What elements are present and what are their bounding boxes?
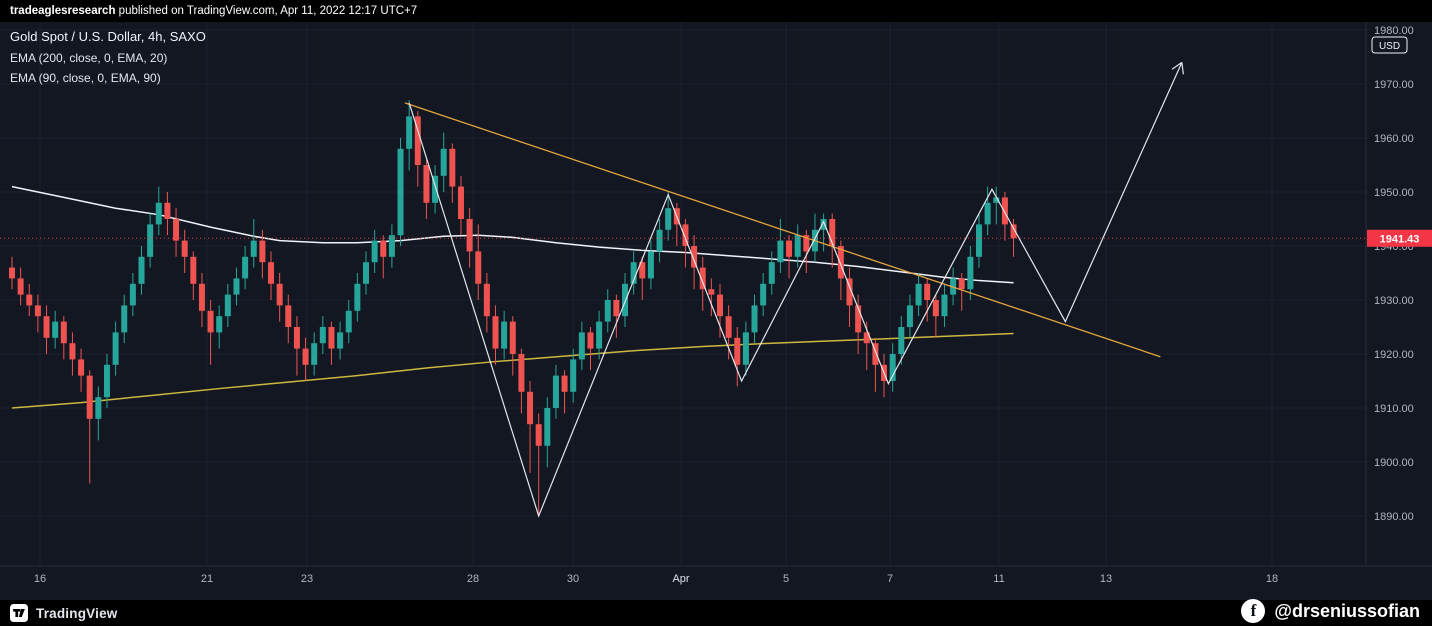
price-axis-label: 1890.00 (1374, 511, 1414, 523)
time-axis-label: 23 (301, 573, 313, 585)
price-axis-label: 1960.00 (1374, 133, 1414, 145)
time-axis-label: 11 (993, 573, 1004, 585)
arrow-head (1181, 62, 1184, 75)
time-axis-label: 13 (1100, 573, 1112, 585)
projection-zigzag[interactable] (408, 62, 1183, 518)
publisher-name: tradeaglesresearch (10, 5, 116, 17)
time-axis-label: 5 (783, 573, 789, 585)
arrow-head (1171, 61, 1183, 70)
tradingview-logo-icon[interactable] (10, 604, 28, 622)
currency-badge-label: USD (1379, 41, 1400, 52)
price-axis-label: 1980.00 (1374, 25, 1414, 37)
price-axis[interactable]: 1980.001970.001960.001950.001940.001930.… (1374, 25, 1414, 523)
time-axis-label: 7 (887, 573, 893, 585)
tradingview-brand[interactable]: TradingView (36, 605, 118, 621)
indicator-ema200[interactable]: EMA (200, close, 0, EMA, 20) (10, 51, 168, 65)
time-axis-label: Apr (672, 573, 689, 585)
price-axis-label: 1910.00 (1374, 403, 1414, 415)
time-axis-label: 30 (567, 573, 579, 585)
price-axis-label: 1970.00 (1374, 79, 1414, 91)
price-axis-label: 1930.00 (1374, 295, 1414, 307)
publisher-bar: tradeaglesresearch published on TradingV… (0, 0, 1432, 22)
price-axis-label: 1920.00 (1374, 349, 1414, 361)
price-axis-label: 1900.00 (1374, 457, 1414, 469)
price-axis-label: 1950.00 (1374, 187, 1414, 199)
publish-info: published on TradingView.com, Apr 11, 20… (115, 5, 418, 17)
facebook-icon: f (1241, 599, 1266, 623)
last-price-value: 1941.43 (1380, 233, 1420, 245)
time-axis-label: 21 (201, 573, 213, 585)
indicator-ema90[interactable]: EMA (90, close, 0, EMA, 90) (10, 71, 161, 85)
candlesticks (9, 100, 1017, 516)
symbol-title[interactable]: Gold Spot / U.S. Dollar, 4h, SAXO (10, 29, 206, 44)
time-axis-label: 28 (467, 573, 479, 585)
ema-20-line[interactable] (11, 185, 1014, 284)
time-axis[interactable]: 16 21 23 28 30 Apr 5 7 11 13 18 (34, 573, 1278, 585)
last-price-badge: 1941.43 (1367, 229, 1432, 247)
time-axis-label: 16 (34, 573, 46, 585)
social-handle: @drseniussofian (1274, 600, 1420, 621)
currency-badge[interactable]: USD (1371, 36, 1408, 54)
drawings[interactable] (404, 61, 1184, 518)
social-watermark: f @drseniussofian (1241, 599, 1420, 623)
chart-legend: Gold Spot / U.S. Dollar, 4h, SAXO EMA (2… (10, 29, 206, 91)
descending-trendline[interactable] (404, 102, 1161, 358)
footer-bar: TradingView (0, 600, 1432, 626)
time-axis-label: 18 (1266, 573, 1278, 585)
